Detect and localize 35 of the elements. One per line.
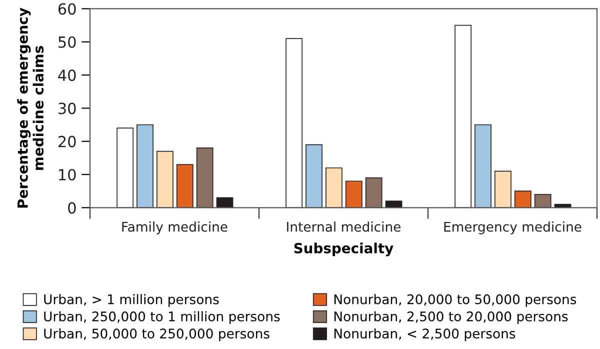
bar: [116, 128, 134, 208]
legend-label: Nonurban, 20,000 to 50,000 persons: [334, 294, 576, 307]
bar: [345, 180, 362, 208]
bar: [454, 24, 472, 208]
bar: [156, 150, 174, 208]
y-tick-label: 40: [58, 70, 76, 82]
y-tick-label: 10: [59, 168, 76, 181]
x-tick-label: Emergency medicine: [444, 222, 582, 234]
bar: [136, 124, 154, 208]
legend-label: Urban, 250,000 to 1 million persons: [44, 311, 280, 324]
legend-label: Urban, 50,000 to 250,000 persons: [44, 328, 270, 342]
bar: [286, 38, 303, 208]
bar: [474, 124, 492, 208]
x-axis-title: Subspecialty: [294, 242, 394, 256]
bar: [176, 164, 194, 208]
y-tick-label: 20: [58, 136, 76, 148]
x-tick-label: Internal medicine: [287, 222, 401, 232]
y-tick-label: 0: [68, 202, 76, 214]
bar: [534, 194, 552, 208]
bar: [365, 177, 382, 208]
legend-label: Nonurban, 2,500 to 20,000 persons: [334, 311, 568, 324]
y-axis-title: Percentage of emergency medicine claims: [17, 8, 44, 208]
x-tick-label: Family medicine: [122, 222, 228, 234]
bar: [385, 200, 402, 208]
y-tick-label: 30: [58, 102, 76, 114]
bar: [196, 148, 214, 208]
bar: [216, 197, 234, 208]
y-tick-label: 50: [58, 36, 76, 48]
bar: [514, 190, 532, 208]
bar: [326, 167, 342, 208]
bar: [306, 144, 322, 208]
y-tick-label: 60: [58, 3, 76, 15]
legend-label: Urban, > 1 million persons: [44, 294, 219, 307]
legend-label: Nonurban, < 2,500 persons: [334, 328, 516, 342]
bar: [494, 170, 512, 208]
